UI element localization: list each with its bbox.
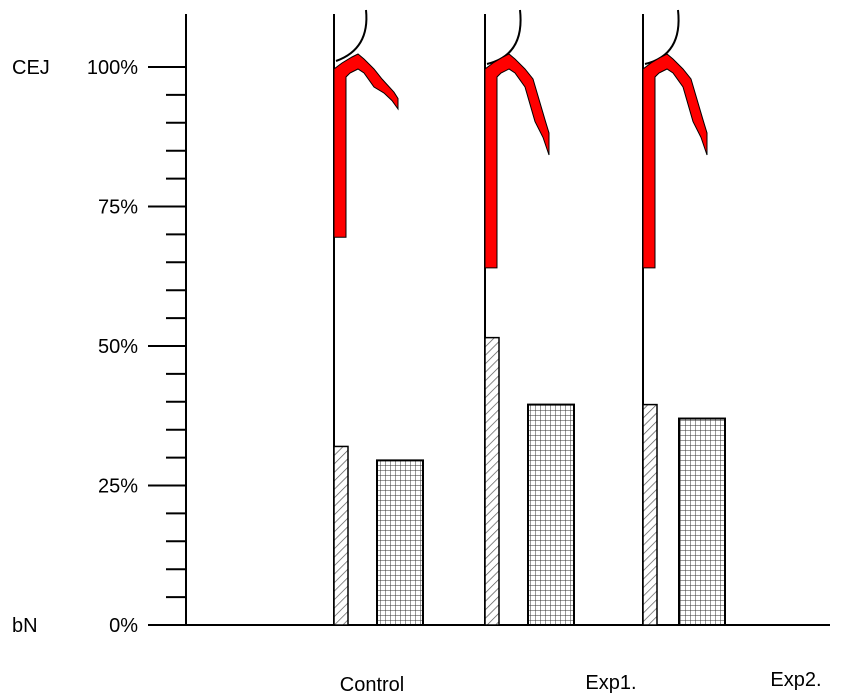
category-label: Exp1.	[585, 672, 636, 694]
side-label-bn: bN	[12, 615, 38, 637]
chart-marks	[333, 9, 726, 627]
attachment-band	[333, 53, 399, 238]
group-exp1	[484, 9, 575, 626]
attachment-band	[642, 53, 708, 269]
grid-bar	[678, 417, 726, 627]
crown-outline	[644, 9, 680, 65]
category-label: Exp2.	[770, 669, 821, 691]
group-exp2	[642, 9, 726, 627]
y-tick-label: 75%	[98, 197, 138, 219]
side-label-cej: CEJ	[12, 57, 50, 79]
y-tick-label: 50%	[98, 336, 138, 358]
hatched-bar	[333, 445, 349, 626]
hatched-bar	[484, 336, 500, 626]
crown-outline	[335, 9, 368, 62]
hatched-bar	[642, 403, 658, 626]
group-control	[333, 9, 424, 627]
grid-bar	[527, 403, 575, 626]
y-tick-label: 25%	[98, 476, 138, 498]
y-tick-label: 0%	[109, 615, 138, 637]
attachment-band	[484, 53, 550, 269]
chart-labels: 0% 25% 50% 75% 100% CEJ bN Control Exp1. Exp2.	[12, 57, 822, 696]
category-label: Control	[340, 674, 404, 696]
crown-outline	[486, 9, 522, 65]
y-tick-label: 100%	[87, 57, 138, 79]
grid-bar	[376, 459, 424, 627]
